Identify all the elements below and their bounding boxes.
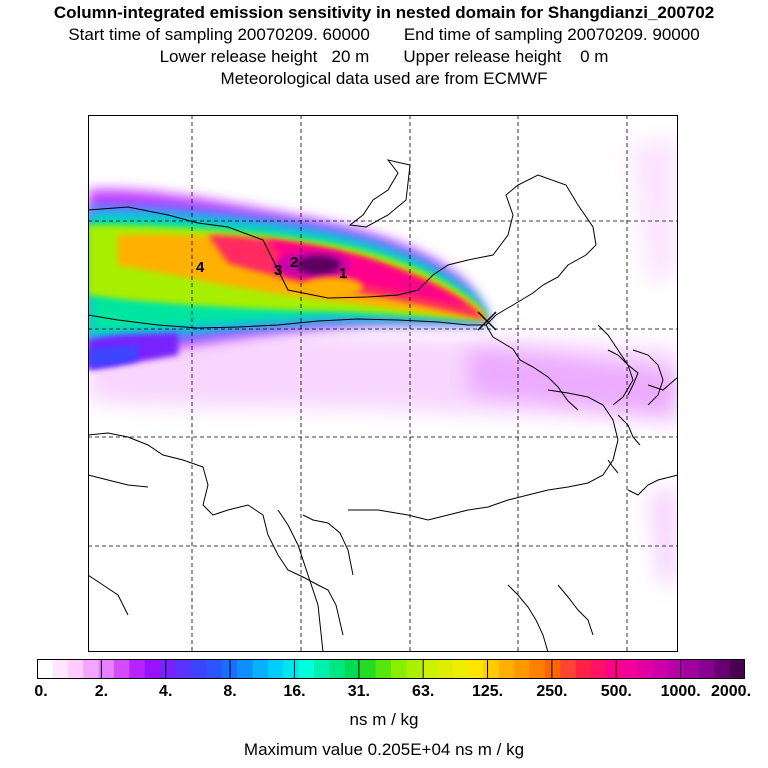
map-border bbox=[88, 115, 678, 652]
colorbar-tick-label: 4. bbox=[159, 683, 173, 700]
colorbar-swatch bbox=[237, 659, 254, 679]
colorbar-swatch bbox=[391, 659, 407, 679]
colorbar-swatch bbox=[544, 659, 561, 679]
colorbar-tick-label: 8. bbox=[223, 683, 237, 700]
colorbar-tick-label: 2000. bbox=[710, 683, 752, 700]
colorbar-swatch bbox=[498, 659, 515, 679]
colorbar-tick-label: 0. bbox=[34, 683, 48, 700]
emission-sensitivity-plume bbox=[88, 189, 488, 370]
colorbar-units: ns m / kg bbox=[349, 710, 419, 729]
map-canvas: 1 2 3 4 bbox=[88, 115, 678, 652]
marker-label-4: 4 bbox=[196, 259, 205, 276]
colorbar-swatch bbox=[314, 659, 331, 679]
colorbar-swatch bbox=[113, 659, 130, 679]
start-time: Start time of sampling 20070209. 60000 bbox=[68, 25, 370, 44]
map-panel: 1 2 3 4 bbox=[88, 115, 678, 652]
colorbar-swatch bbox=[591, 659, 608, 679]
colorbar-swatch bbox=[37, 659, 53, 679]
colorbar-swatch bbox=[175, 659, 192, 679]
colorbar-tick-label: 250. bbox=[536, 683, 568, 700]
end-time: End time of sampling 20070209. 90000 bbox=[403, 25, 700, 44]
colorbar-swatch bbox=[668, 659, 685, 679]
colorbar-swatch bbox=[67, 659, 84, 679]
cross-marker-icon bbox=[477, 311, 497, 331]
colorbar-swatch bbox=[98, 659, 115, 679]
colorbar-tick-label: 500. bbox=[600, 683, 632, 700]
colorbar-border bbox=[37, 659, 745, 679]
colorbar-swatch bbox=[483, 659, 500, 679]
colorbar-swatch bbox=[83, 659, 100, 679]
colorbar-swatch bbox=[529, 659, 546, 679]
colorbar-swatch bbox=[160, 659, 177, 679]
colorbar-swatch bbox=[421, 659, 438, 679]
lower-release-height: Lower release height 20 m bbox=[159, 47, 370, 66]
colorbar-swatch bbox=[683, 659, 700, 679]
emission-sensitivity-faint-band bbox=[88, 135, 678, 585]
colorbar-swatch bbox=[283, 659, 300, 679]
release-heights: Lower release height 20 m Upper release … bbox=[0, 46, 768, 68]
colorbar-swatch bbox=[129, 659, 146, 679]
met-data-source: Meteorological data used are from ECMWF bbox=[220, 69, 548, 88]
colorbar-swatch bbox=[637, 659, 654, 679]
upper-release-height: Upper release height 0 m bbox=[403, 47, 609, 66]
title-block: Column-integrated emission sensitivity i… bbox=[0, 2, 768, 90]
colorbar-swatch bbox=[52, 659, 69, 679]
colorbar-swatch bbox=[437, 659, 454, 679]
marker-label-1: 1 bbox=[339, 265, 347, 282]
marker-label-2: 2 bbox=[290, 254, 298, 271]
colorbar-swatch bbox=[621, 659, 638, 679]
marker-label-3: 3 bbox=[274, 262, 282, 279]
maximum-value: Maximum value 0.205E+04 ns m / kg bbox=[243, 740, 525, 759]
colorbar-swatch bbox=[514, 659, 531, 679]
colorbar-swatch bbox=[206, 659, 223, 679]
colorbar-swatch bbox=[267, 659, 284, 679]
colorbar-swatch bbox=[714, 659, 731, 679]
colorbar-swatch bbox=[344, 659, 361, 679]
colorbar-swatch bbox=[190, 659, 207, 679]
colorbar-swatch bbox=[452, 659, 469, 679]
colorbar-swatch bbox=[698, 659, 715, 679]
colorbar-tick-label: 63. bbox=[412, 683, 435, 700]
colorbar-swatch bbox=[329, 659, 346, 679]
colorbar-tick-label: 1000. bbox=[660, 683, 701, 700]
colorbar-swatch bbox=[575, 659, 592, 679]
colorbar bbox=[37, 659, 745, 679]
colorbar-swatch bbox=[360, 659, 377, 679]
colorbar-tick-label: 16. bbox=[283, 683, 306, 700]
colorbar-swatch bbox=[144, 659, 161, 679]
colorbar-tick-label: 125. bbox=[471, 683, 504, 700]
colorbar-tick-label: 2. bbox=[94, 683, 109, 700]
graticule bbox=[88, 115, 678, 652]
colorbar-tick-label: 31. bbox=[347, 683, 370, 700]
colorbar-swatch bbox=[467, 659, 484, 679]
sampling-times: Start time of sampling 20070209. 60000 E… bbox=[0, 24, 768, 46]
colorbar-swatch bbox=[406, 659, 423, 679]
colorbar-swatch bbox=[606, 659, 623, 679]
colorbar-swatch bbox=[652, 659, 669, 679]
colorbar-swatch bbox=[298, 659, 315, 679]
colorbar-swatch bbox=[375, 659, 392, 679]
colorbar-swatch bbox=[252, 659, 269, 679]
coastlines-borders bbox=[88, 159, 678, 652]
colorbar-swatch bbox=[729, 659, 745, 679]
colorbar-swatch bbox=[560, 659, 577, 679]
chart-title: Column-integrated emission sensitivity i… bbox=[53, 3, 715, 22]
